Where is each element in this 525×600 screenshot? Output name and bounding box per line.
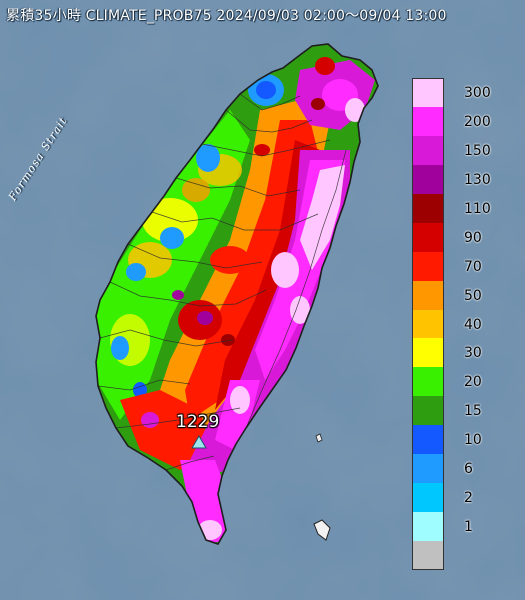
legend-entry: 40 [412, 309, 504, 339]
legend-label: 6 [464, 461, 473, 478]
legend-swatch [412, 280, 444, 310]
map-title: 累積35小時 CLIMATE_PROB75 2024/09/03 02:00～0… [6, 8, 447, 24]
orchid-island [313, 519, 331, 541]
legend-swatch [412, 483, 444, 513]
legend-entry: 6 [412, 454, 504, 484]
legend-entry: 10 [412, 425, 504, 455]
legend-swatch [412, 541, 444, 570]
legend-label: 200 [464, 113, 491, 130]
legend-swatch [412, 338, 444, 368]
legend-label: 150 [464, 142, 491, 159]
legend-label: 15 [464, 403, 482, 420]
legend-entry: 200 [412, 106, 504, 136]
legend-label: 30 [464, 345, 482, 362]
legend-entry: 300 [412, 78, 504, 107]
legend-swatch [412, 396, 444, 426]
legend-swatch [412, 454, 444, 484]
legend-label: 110 [464, 200, 491, 217]
legend-entry: 20 [412, 367, 504, 397]
legend-entry: 30 [412, 338, 504, 368]
legend-label: 1 [464, 519, 473, 536]
legend-swatch [412, 309, 444, 339]
rainfall-legend: 300 200 150 130 110 90 70 50 40 30 20 15 10 6 2 1 [412, 78, 504, 570]
legend-swatch [412, 78, 444, 107]
legend-swatch [412, 222, 444, 252]
legend-entry: 110 [412, 193, 504, 223]
legend-entry [412, 541, 504, 570]
legend-swatch [412, 135, 444, 165]
legend-entry: 150 [412, 135, 504, 165]
legend-swatch [412, 193, 444, 223]
legend-label: 50 [464, 287, 482, 304]
legend-entry: 70 [412, 251, 504, 281]
legend-swatch [412, 106, 444, 136]
legend-label: 130 [464, 171, 491, 188]
legend-entry: 1 [412, 512, 504, 542]
county-boundaries [97, 93, 347, 471]
legend-swatch [412, 251, 444, 281]
green-island [315, 433, 323, 443]
legend-label: 300 [464, 85, 491, 101]
station-max-value: 1229 [176, 412, 220, 432]
legend-entry: 15 [412, 396, 504, 426]
legend-entry: 2 [412, 483, 504, 513]
legend-swatch [412, 164, 444, 194]
legend-entry: 50 [412, 280, 504, 310]
legend-label: 40 [464, 316, 482, 333]
legend-entry: 90 [412, 222, 504, 252]
legend-label: 2 [464, 490, 473, 507]
legend-swatch [412, 425, 444, 455]
legend-swatch [412, 367, 444, 397]
legend-swatch [412, 512, 444, 542]
legend-label: 70 [464, 258, 482, 275]
legend-label: 90 [464, 229, 482, 246]
legend-label: 10 [464, 432, 482, 449]
legend-entry: 130 [412, 164, 504, 194]
legend-label: 20 [464, 374, 482, 391]
station-marker[interactable] [191, 435, 207, 449]
